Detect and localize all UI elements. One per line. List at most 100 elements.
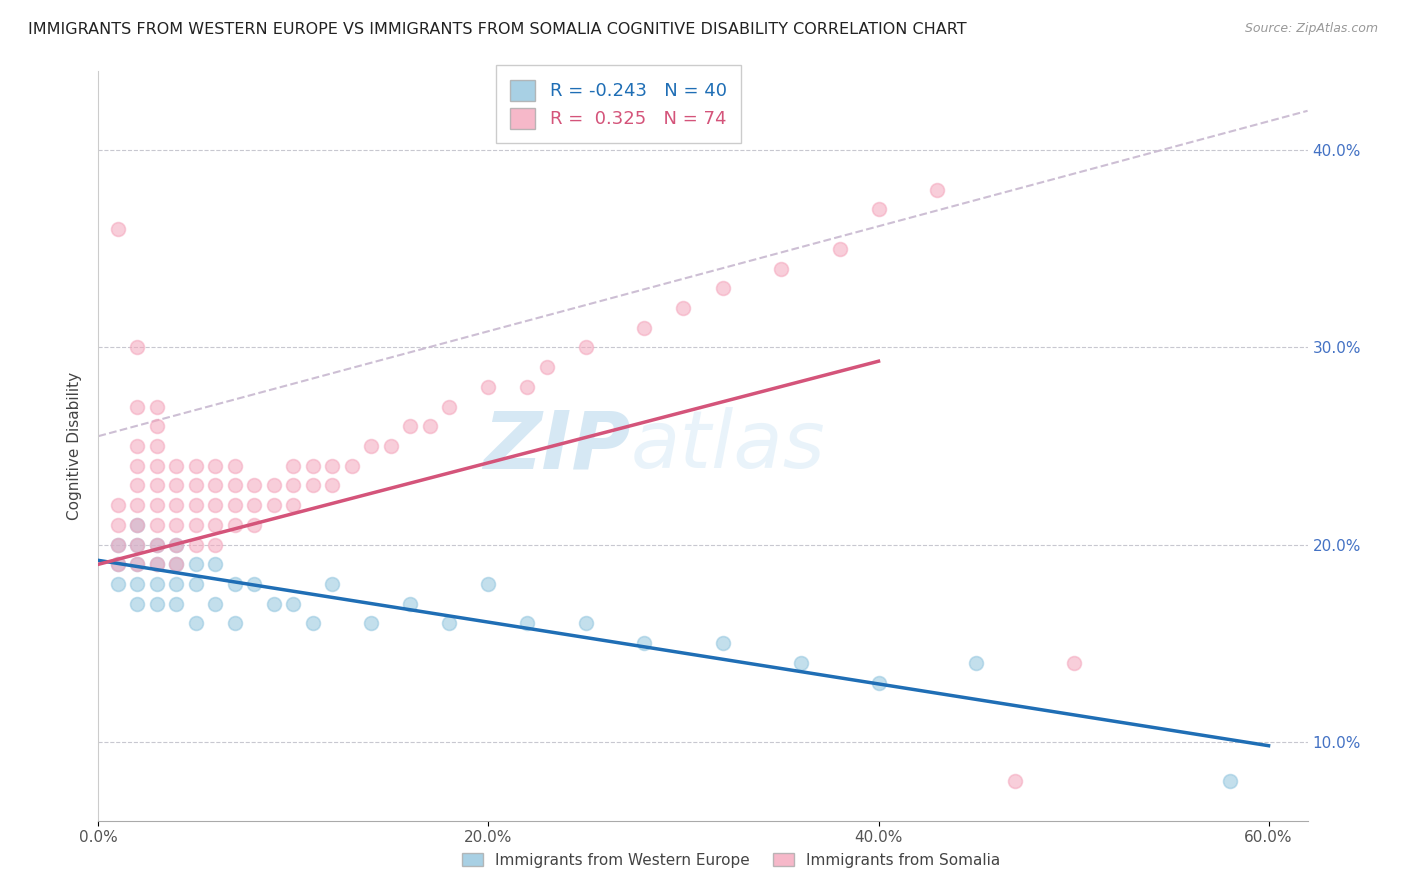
Point	[146, 478, 169, 492]
Point	[127, 340, 149, 354]
Point	[672, 301, 695, 315]
Point	[184, 538, 207, 552]
Point	[204, 517, 226, 532]
Point	[204, 538, 226, 552]
Point	[243, 478, 266, 492]
Point	[243, 517, 266, 532]
Point	[107, 538, 129, 552]
Point	[165, 558, 187, 572]
Point	[127, 538, 149, 552]
Point	[146, 419, 169, 434]
Point	[146, 558, 169, 572]
Point	[204, 458, 226, 473]
Point	[127, 577, 149, 591]
Point	[204, 597, 226, 611]
Point	[360, 439, 382, 453]
Point	[243, 577, 266, 591]
Point	[107, 498, 129, 512]
Point	[146, 400, 169, 414]
Point	[165, 478, 187, 492]
Text: atlas: atlas	[630, 407, 825, 485]
Point	[575, 616, 598, 631]
Point	[263, 498, 285, 512]
Legend: R = -0.243   N = 40, R =  0.325   N = 74: R = -0.243 N = 40, R = 0.325 N = 74	[495, 65, 741, 144]
Point	[107, 558, 129, 572]
Point	[1219, 774, 1241, 789]
Point	[516, 616, 538, 631]
Point	[283, 498, 305, 512]
Point	[107, 558, 129, 572]
Point	[184, 458, 207, 473]
Point	[146, 538, 169, 552]
Point	[127, 558, 149, 572]
Point	[224, 498, 246, 512]
Point	[107, 222, 129, 236]
Point	[399, 597, 422, 611]
Point	[439, 616, 461, 631]
Point	[477, 380, 499, 394]
Point	[477, 577, 499, 591]
Text: IMMIGRANTS FROM WESTERN EUROPE VS IMMIGRANTS FROM SOMALIA COGNITIVE DISABILITY C: IMMIGRANTS FROM WESTERN EUROPE VS IMMIGR…	[28, 22, 967, 37]
Point	[828, 242, 851, 256]
Point	[283, 458, 305, 473]
Point	[204, 498, 226, 512]
Text: Source: ZipAtlas.com: Source: ZipAtlas.com	[1244, 22, 1378, 36]
Point	[127, 538, 149, 552]
Point	[283, 478, 305, 492]
Point	[516, 380, 538, 394]
Point	[224, 478, 246, 492]
Point	[127, 400, 149, 414]
Point	[165, 517, 187, 532]
Point	[263, 597, 285, 611]
Point	[965, 656, 987, 670]
Point	[146, 498, 169, 512]
Point	[184, 616, 207, 631]
Point	[184, 558, 207, 572]
Point	[1004, 774, 1026, 789]
Y-axis label: Cognitive Disability: Cognitive Disability	[67, 372, 83, 520]
Point	[146, 558, 169, 572]
Point	[340, 458, 363, 473]
Point	[127, 558, 149, 572]
Point	[283, 597, 305, 611]
Point	[224, 616, 246, 631]
Point	[165, 458, 187, 473]
Point	[536, 360, 558, 375]
Point	[439, 400, 461, 414]
Point	[127, 498, 149, 512]
Point	[165, 498, 187, 512]
Point	[165, 577, 187, 591]
Point	[399, 419, 422, 434]
Point	[184, 577, 207, 591]
Point	[243, 498, 266, 512]
Point	[204, 478, 226, 492]
Point	[302, 458, 325, 473]
Point	[224, 577, 246, 591]
Point	[925, 183, 948, 197]
Point	[380, 439, 402, 453]
Point	[146, 597, 169, 611]
Point	[146, 439, 169, 453]
Point	[165, 538, 187, 552]
Point	[224, 458, 246, 473]
Point	[146, 458, 169, 473]
Point	[1063, 656, 1085, 670]
Point	[165, 558, 187, 572]
Point	[127, 517, 149, 532]
Point	[165, 597, 187, 611]
Point	[127, 478, 149, 492]
Point	[127, 517, 149, 532]
Point	[127, 439, 149, 453]
Point	[127, 458, 149, 473]
Point	[321, 478, 343, 492]
Point	[711, 281, 734, 295]
Point	[107, 517, 129, 532]
Point	[146, 538, 169, 552]
Point	[360, 616, 382, 631]
Point	[165, 538, 187, 552]
Point	[633, 636, 655, 650]
Point	[868, 202, 890, 217]
Point	[633, 320, 655, 334]
Point	[107, 538, 129, 552]
Point	[789, 656, 811, 670]
